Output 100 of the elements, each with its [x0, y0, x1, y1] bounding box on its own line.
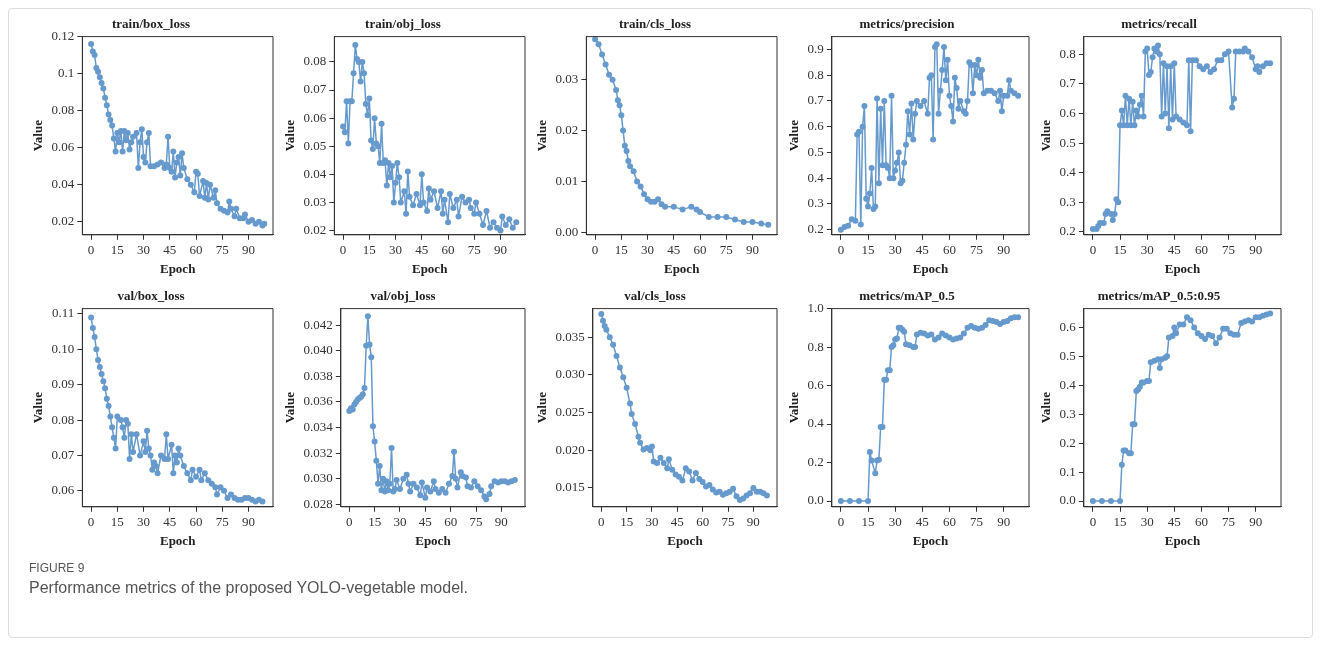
y-tick-label: 0.04 — [303, 165, 327, 181]
y-tick-label: 0.030 — [303, 470, 333, 486]
y-tick-label: 0.2 — [1059, 223, 1076, 239]
x-tick-label: 90 — [242, 514, 256, 530]
text: Performance metrics of the proposed YOLO-vegetable model. — [29, 579, 470, 597]
x-tick-label: 15 — [368, 514, 382, 530]
y-tick-label: 0.7 — [807, 92, 825, 108]
x-tick-label: 90 — [242, 242, 256, 258]
y-tick-label: 0.10 — [51, 340, 75, 356]
y-tick-label: 0.08 — [51, 102, 75, 118]
x-tick-label: 75 — [719, 242, 733, 258]
x-tick-label: 0 — [837, 242, 845, 258]
y-tick-label: 0.025 — [555, 404, 585, 420]
x-tick-label: 0 — [87, 242, 95, 258]
y-tick-label: 0.038 — [303, 367, 333, 383]
y-tick-label: 0.030 — [555, 366, 585, 382]
x-tick-label: 0 — [591, 242, 599, 258]
x-tick-label: 60 — [441, 242, 455, 258]
y-tick-label: 0.08 — [303, 53, 327, 69]
x-tick-label: 60 — [696, 514, 710, 530]
y-tick-label: 0.5 — [1059, 347, 1076, 363]
x-axis-title: Epoch — [912, 532, 949, 548]
chart-title: metrics/mAP_0.5 — [859, 288, 956, 304]
y-tick-label: 0.02 — [51, 213, 75, 229]
y-axis-title: Value — [1038, 391, 1054, 424]
x-tick-label: 45 — [163, 514, 177, 530]
x-tick-label: 0 — [1089, 242, 1097, 258]
y-tick-label: 0.02 — [555, 122, 579, 138]
x-tick-label: 90 — [997, 242, 1011, 258]
chart-title: train/cls_loss — [618, 16, 692, 32]
x-tick-label: 30 — [1140, 514, 1154, 530]
chart-title: metrics/mAP_0.5:0.95 — [1097, 288, 1221, 304]
x-tick-label: 15 — [362, 242, 376, 258]
y-axis-title: Value — [1038, 119, 1054, 152]
y-tick-label: 0.06 — [303, 109, 327, 125]
chart-title: train/obj_loss — [365, 16, 441, 32]
x-tick-label: 90 — [746, 242, 760, 258]
x-tick-label: 75 — [970, 242, 984, 258]
y-tick-label: 0.036 — [303, 393, 334, 409]
x-tick-label: 75 — [1222, 514, 1236, 530]
x-tick-label: 60 — [444, 514, 458, 530]
x-tick-label: 15 — [1113, 242, 1127, 258]
y-tick-label: 0.9 — [807, 40, 824, 56]
y-tick-label: 0.8 — [807, 66, 824, 82]
x-tick-label: 90 — [997, 514, 1011, 530]
x-tick-label: 0 — [339, 242, 347, 258]
x-axis-title: Epoch — [1164, 260, 1201, 276]
y-tick-label: 0.0 — [807, 492, 824, 508]
y-tick-label: 0.1 — [1059, 463, 1076, 479]
x-tick-label: 60 — [942, 242, 956, 258]
x-tick-label: 60 — [1194, 242, 1208, 258]
chart-title: metrics/precision — [859, 16, 956, 32]
y-tick-label: 0.09 — [51, 376, 75, 392]
x-tick-label: 30 — [393, 514, 407, 530]
y-tick-label: 0.032 — [303, 444, 333, 460]
x-axis-title: Epoch — [1164, 532, 1201, 548]
x-tick-label: 75 — [215, 242, 229, 258]
x-axis-title: Epoch — [912, 260, 949, 276]
x-tick-label: 60 — [942, 514, 956, 530]
chart-title: val/cls_loss — [624, 288, 686, 304]
y-tick-label: 0.2 — [807, 221, 824, 237]
x-tick-label: 30 — [1140, 242, 1154, 258]
x-tick-label: 45 — [670, 514, 684, 530]
x-tick-label: 60 — [189, 242, 203, 258]
x-tick-label: 45 — [163, 242, 177, 258]
y-tick-label: 0.040 — [303, 342, 333, 358]
x-tick-label: 30 — [888, 514, 902, 530]
y-tick-label: 0.3 — [1059, 193, 1076, 209]
x-tick-label: 30 — [645, 514, 659, 530]
x-axis-title: Epoch — [159, 532, 197, 548]
y-axis-title: Value — [30, 391, 46, 424]
x-tick-label: 30 — [137, 242, 151, 258]
x-tick-label: 15 — [1113, 514, 1127, 530]
y-tick-label: 0.6 — [807, 376, 825, 392]
x-tick-label: 0 — [598, 514, 605, 530]
x-axis-title: Epoch — [411, 260, 449, 276]
y-tick-label: 0.2 — [1059, 434, 1076, 450]
x-axis-title: Epoch — [159, 260, 197, 276]
y-tick-label: 0.6 — [1059, 318, 1077, 334]
y-tick-label: 0.6 — [807, 118, 825, 134]
y-tick-label: 0.00 — [555, 223, 579, 239]
x-tick-label: 75 — [467, 242, 481, 258]
y-tick-label: 0.03 — [303, 193, 327, 209]
x-tick-label: 45 — [1167, 242, 1181, 258]
y-tick-label: 0.02 — [303, 222, 327, 237]
y-tick-label: 0.2 — [807, 453, 824, 469]
y-tick-label: 0.8 — [807, 338, 824, 354]
y-axis-title: Value — [534, 391, 550, 424]
y-tick-label: 0.1 — [58, 65, 75, 81]
x-axis-title: Epoch — [667, 532, 704, 548]
y-axis-title: Value — [786, 119, 802, 152]
y-tick-label: 0.020 — [555, 441, 585, 457]
x-tick-label: 45 — [1167, 514, 1181, 530]
x-tick-label: 0 — [1089, 514, 1097, 530]
y-tick-label: 1.0 — [807, 300, 824, 316]
x-tick-label: 45 — [667, 242, 681, 258]
x-tick-label: 15 — [110, 514, 124, 530]
y-tick-label: 0.8 — [1059, 45, 1076, 61]
x-tick-label: 15 — [110, 242, 124, 258]
x-tick-label: 75 — [469, 514, 483, 530]
